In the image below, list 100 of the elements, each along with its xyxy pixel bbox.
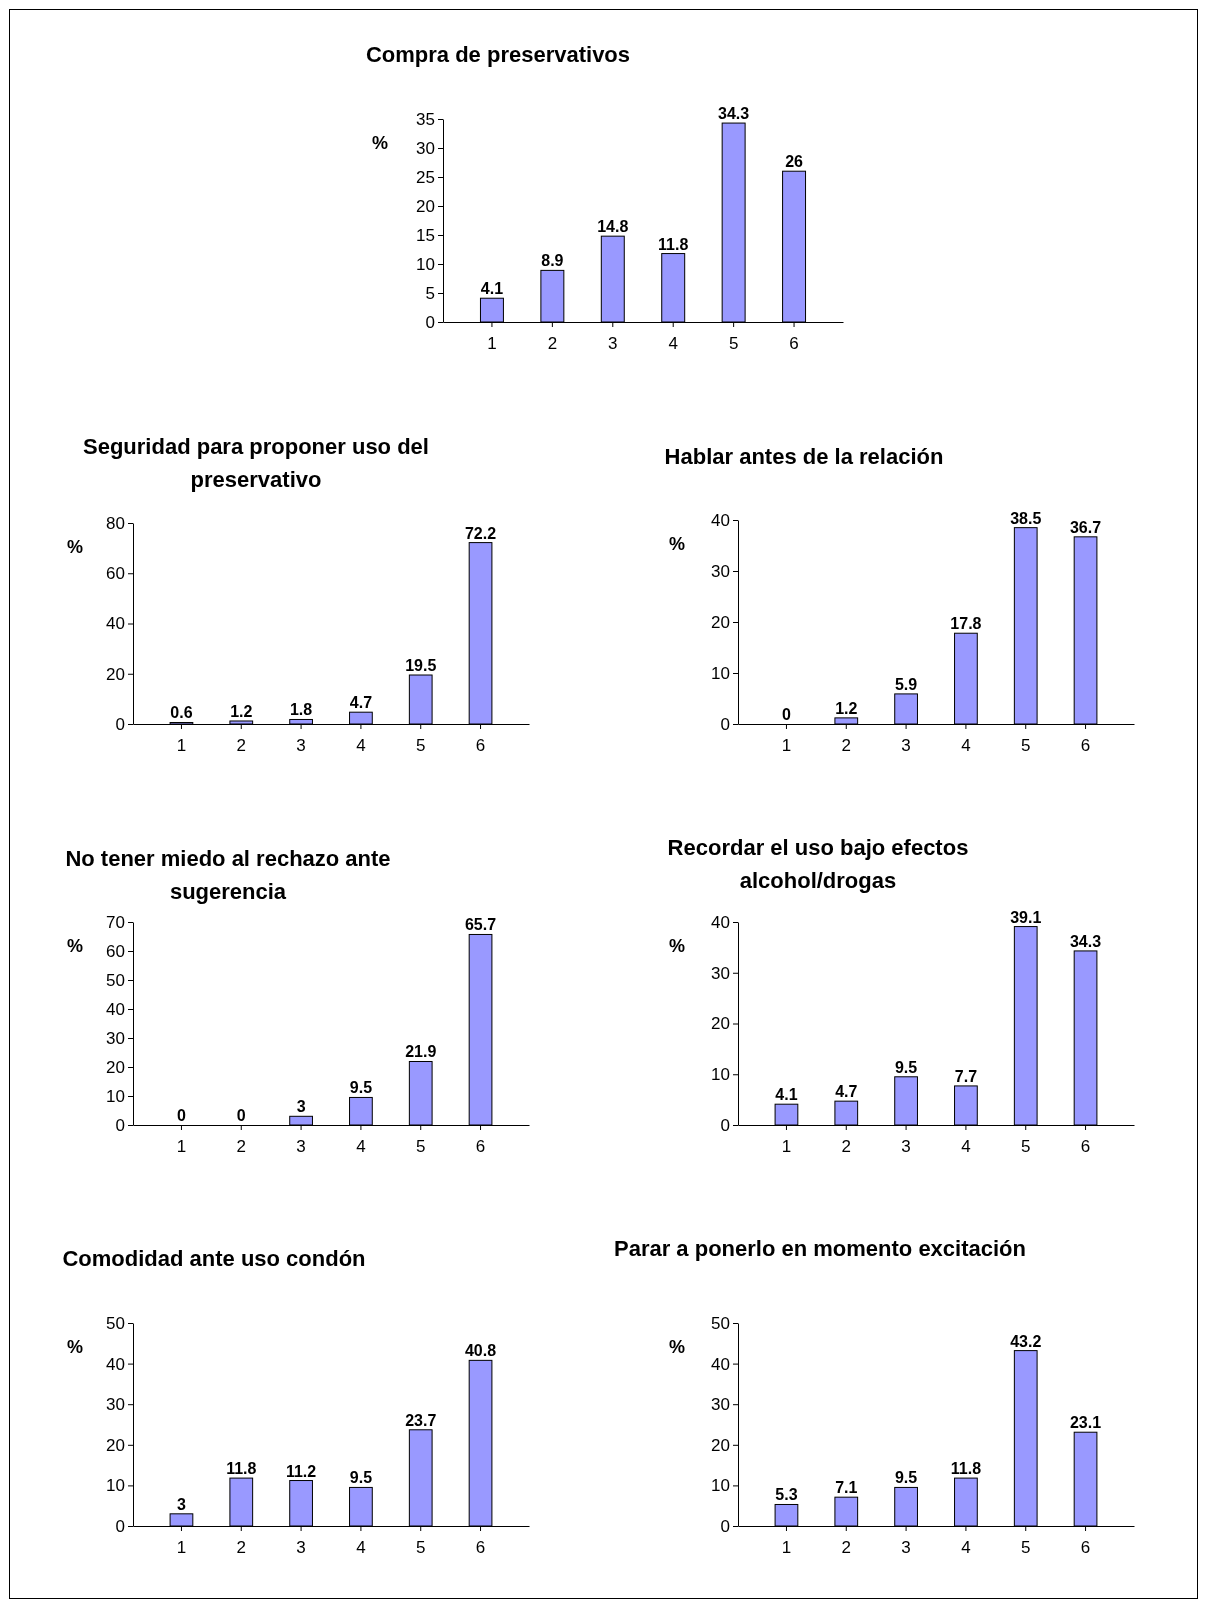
data-label: 23.1 xyxy=(1069,1414,1102,1432)
y-tick-label: 10 xyxy=(416,254,435,274)
y-tick-label: 60 xyxy=(106,564,125,584)
data-label: 17.8 xyxy=(950,615,982,633)
chart-title: Hablar antes de la relación xyxy=(664,444,944,469)
x-tick-label: 2 xyxy=(236,1537,247,1557)
x-tick-label: 1 xyxy=(781,735,792,755)
x-tick-label: 2 xyxy=(841,735,852,755)
y-tick-label: 35 xyxy=(416,109,435,129)
y-tick-label: 30 xyxy=(106,1395,125,1415)
data-label: 21.9 xyxy=(405,1043,437,1061)
data-label: 5.9 xyxy=(894,675,918,693)
x-tick-label: 2 xyxy=(547,333,558,353)
y-axis-title: % xyxy=(66,537,84,557)
data-label: 4.1 xyxy=(480,280,504,298)
y-tick-label: 20 xyxy=(106,664,125,684)
data-label: 5.3 xyxy=(775,1486,798,1504)
x-tick-label: 5 xyxy=(1020,1136,1031,1156)
y-tick-label: 20 xyxy=(711,1014,730,1034)
x-tick-label: 6 xyxy=(789,333,799,353)
x-tick-label: 6 xyxy=(1080,735,1091,755)
data-label: 4.1 xyxy=(775,1086,798,1104)
data-label: 23.7 xyxy=(405,1411,437,1429)
y-tick-label: 40 xyxy=(711,912,730,932)
x-tick-label: 6 xyxy=(475,1136,486,1156)
data-label: 7.7 xyxy=(954,1067,978,1085)
x-tick-label: 5 xyxy=(1020,1537,1031,1557)
x-tick-label: 4 xyxy=(356,1537,366,1557)
y-tick-label: 50 xyxy=(106,1313,125,1333)
data-label: 9.5 xyxy=(349,1469,373,1487)
data-label: 40.8 xyxy=(464,1342,497,1360)
x-tick-label: 4 xyxy=(356,1136,366,1156)
y-tick-label: 70 xyxy=(106,912,125,932)
chart-title: Comodidad ante uso condón xyxy=(62,1246,366,1271)
y-tick-label: 40 xyxy=(106,614,125,634)
x-tick-label: 2 xyxy=(841,1136,852,1156)
x-tick-label: 1 xyxy=(176,1136,187,1156)
y-tick-label: 30 xyxy=(711,1395,730,1415)
y-tick-label: 30 xyxy=(106,1028,125,1048)
y-tick-label: 25 xyxy=(416,167,435,187)
x-tick-label: 5 xyxy=(1020,735,1031,755)
data-label: 9.5 xyxy=(894,1469,918,1487)
data-label: 3 xyxy=(296,1098,306,1116)
y-tick-label: 0 xyxy=(425,312,435,332)
y-tick-label: 20 xyxy=(416,196,435,216)
x-tick-label: 4 xyxy=(356,735,366,755)
data-label: 43.2 xyxy=(1010,1332,1042,1350)
data-label: 38.5 xyxy=(1010,509,1042,527)
data-label: 39.1 xyxy=(1010,908,1042,926)
data-label: 34.3 xyxy=(1069,932,1102,950)
y-tick-label: 10 xyxy=(711,1476,730,1496)
y-tick-label: 10 xyxy=(711,1065,730,1085)
y-tick-label: 10 xyxy=(106,1476,125,1496)
y-tick-label: 0 xyxy=(115,1115,125,1135)
y-tick-label: 30 xyxy=(711,963,730,983)
data-label: 1.2 xyxy=(835,699,858,717)
chart-title: No tener miedo al rechazo ante sugerencia xyxy=(65,846,391,904)
x-tick-label: 6 xyxy=(475,735,486,755)
y-tick-label: 20 xyxy=(711,612,730,632)
data-label: 4.7 xyxy=(349,694,373,712)
x-tick-label: 4 xyxy=(961,1136,971,1156)
y-tick-label: 0 xyxy=(720,1516,730,1536)
y-tick-label: 20 xyxy=(106,1435,125,1455)
x-tick-label: 3 xyxy=(901,1537,911,1557)
y-axis-title: % xyxy=(668,936,686,956)
data-label: 0 xyxy=(782,706,791,723)
data-label: 1.8 xyxy=(289,701,313,719)
y-tick-label: 40 xyxy=(106,999,125,1019)
data-label: 14.8 xyxy=(597,218,629,236)
y-tick-label: 10 xyxy=(711,663,730,683)
x-tick-label: 6 xyxy=(1080,1537,1091,1557)
x-tick-label: 4 xyxy=(961,735,971,755)
data-label: 0.6 xyxy=(170,704,193,722)
x-tick-label: 2 xyxy=(236,735,247,755)
data-label: 11.8 xyxy=(658,235,689,253)
y-axis-title: % xyxy=(66,1337,84,1357)
x-tick-label: 1 xyxy=(781,1136,792,1156)
data-label: 0 xyxy=(236,1107,246,1124)
y-axis-title: % xyxy=(668,534,686,554)
y-tick-label: 20 xyxy=(106,1057,125,1077)
y-axis-title: % xyxy=(66,936,84,956)
x-tick-label: 6 xyxy=(1080,1136,1091,1156)
x-tick-label: 3 xyxy=(901,1136,911,1156)
x-tick-label: 4 xyxy=(668,333,678,353)
x-tick-label: 3 xyxy=(296,735,306,755)
x-tick-label: 3 xyxy=(296,1136,306,1156)
data-label: 72.2 xyxy=(464,524,497,542)
y-tick-label: 5 xyxy=(425,283,435,303)
data-label: 11.8 xyxy=(950,1460,982,1478)
y-tick-label: 50 xyxy=(106,970,125,990)
x-tick-label: 3 xyxy=(901,735,911,755)
data-label: 3 xyxy=(177,1495,186,1513)
x-tick-label: 1 xyxy=(176,735,187,755)
y-tick-label: 40 xyxy=(711,1354,730,1374)
chart-title: Compra de preservativos xyxy=(365,42,631,67)
data-label: 26 xyxy=(785,153,804,171)
data-label: 36.7 xyxy=(1069,518,1102,536)
y-tick-label: 10 xyxy=(106,1086,125,1106)
x-tick-label: 3 xyxy=(296,1537,306,1557)
data-label: 9.5 xyxy=(894,1058,918,1076)
